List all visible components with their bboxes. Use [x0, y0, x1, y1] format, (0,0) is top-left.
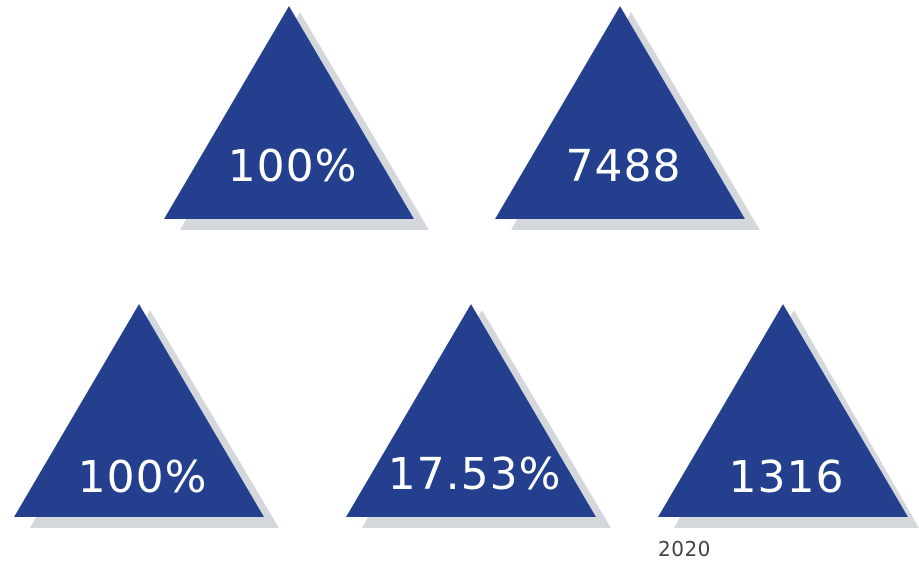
triangle-shape: [495, 6, 760, 230]
triangle-fill: [495, 6, 745, 219]
triangle-fill: [164, 6, 414, 219]
year-caption: 2020: [658, 537, 711, 561]
triangle-fill: [14, 304, 264, 517]
stat-tile-4: 17.53%: [342, 304, 611, 530]
stat-tile-1: 100%: [160, 6, 429, 232]
tile-value: 7488: [565, 141, 682, 192]
tile-value: 1316: [728, 452, 845, 503]
stat-tile-2: 7488: [491, 6, 760, 232]
triangle-shape: [164, 6, 429, 230]
triangle-fill: [658, 304, 908, 517]
triangle-shape: [14, 304, 279, 528]
tile-value: 17.53%: [387, 449, 562, 500]
tile-value: 100%: [77, 452, 208, 503]
tile-value: 100%: [227, 141, 358, 192]
triangle-fill: [346, 304, 596, 517]
triangle-shape: [346, 304, 611, 528]
stat-tile-3: 100%: [10, 304, 279, 530]
stat-tile-5: 1316: [654, 304, 919, 530]
triangle-shape: [658, 304, 919, 528]
